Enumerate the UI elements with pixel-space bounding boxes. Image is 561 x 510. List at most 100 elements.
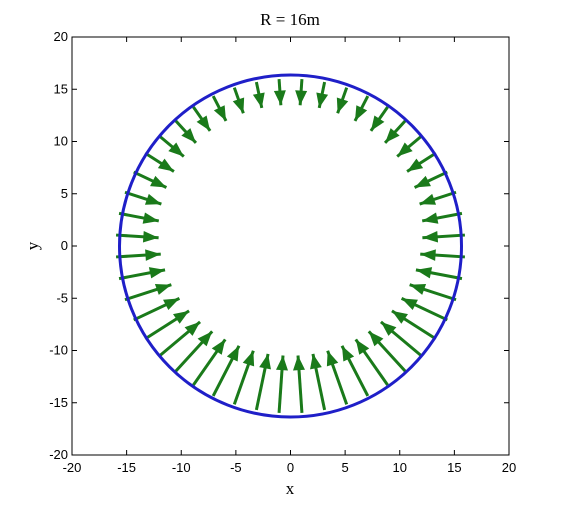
quiver-arrow-36	[293, 355, 306, 413]
quiver-arrow-46	[415, 267, 463, 281]
x-tick-label-1: -15	[117, 460, 136, 475]
quiver-arrow-1	[421, 211, 463, 224]
quiver-arrow-head-3	[414, 175, 431, 188]
quiver-arrow-34	[254, 353, 271, 411]
x-tick-label-4: 0	[287, 460, 294, 475]
quiver-arrow-head-27	[163, 298, 180, 311]
x-axis-ticks	[71, 37, 510, 455]
quiver-arrow-45	[409, 283, 457, 302]
quiver-arrow-47	[420, 249, 466, 261]
quiver-arrow-20	[133, 170, 168, 189]
quiver-arrow-32	[211, 345, 241, 397]
quiver-arrow-38	[326, 350, 349, 405]
quiver-arrow-head-0	[422, 231, 439, 243]
y-axis-ticks	[72, 36, 509, 456]
quiver-arrow-head-38	[326, 350, 339, 367]
quiver-arrow-head-15	[213, 105, 227, 121]
quiver-arrow-head-5	[397, 142, 413, 157]
y-axis-label: y	[23, 241, 42, 250]
y-tick-label-5: 5	[61, 186, 68, 201]
quiver-arrow-head-43	[391, 310, 408, 324]
quiver-arrow-16	[192, 106, 212, 132]
x-tick-label-2: -10	[172, 460, 191, 475]
quiver-arrow-2	[419, 190, 457, 206]
x-tick-labels: -20 -15 -10 -5 0 5 10 15 20	[63, 460, 517, 475]
quiver-arrow-21	[124, 190, 162, 206]
quiver-arrow-head-23	[142, 231, 159, 243]
quiver-arrow-43	[391, 309, 437, 341]
y-tick-label-2: -10	[49, 343, 68, 358]
quiver-arrow-head-47	[420, 249, 436, 261]
quiver-arrow-39	[340, 345, 370, 397]
quiver-arrow-15	[211, 95, 228, 122]
x-tick-label-0: -20	[63, 460, 82, 475]
quiver-arrow-28	[144, 309, 190, 341]
quiver-arrow-head-10	[316, 92, 329, 108]
quiver-arrow-8	[353, 95, 370, 122]
quiver-arrow-head-8	[354, 105, 368, 121]
quiver-arrow-head-29	[184, 321, 201, 336]
quiver-arrow-14	[232, 87, 245, 114]
quiver-arrow-27	[133, 297, 181, 322]
quiver-arrow-head-37	[310, 353, 322, 370]
quiver-arrow-head-45	[409, 283, 427, 295]
quiver-arrow-42	[379, 320, 423, 358]
quiver-arrow-head-9	[336, 97, 349, 114]
y-tick-label-4: 0	[61, 238, 68, 253]
quiver-arrow-41	[367, 330, 407, 373]
y-tick-label-1: -15	[49, 395, 68, 410]
quiver-arrow-13	[252, 81, 265, 109]
quiver-arrow-4	[406, 151, 437, 173]
quiver-arrow-29	[158, 320, 202, 358]
quiver-arrow-head-39	[341, 345, 355, 362]
quiver-arrow-head-1	[422, 212, 439, 224]
quiver-arrow-30	[174, 330, 214, 373]
quiver-arrow-22	[118, 211, 160, 224]
quiver-arrow-head-36	[293, 355, 306, 371]
quiver-arrow-head-46	[415, 267, 433, 279]
quiver-arrow-31	[192, 338, 227, 386]
x-axis-label: x	[286, 479, 295, 498]
quiver-arrow-head-25	[148, 267, 166, 279]
quiver-arrow-head-34	[259, 353, 271, 370]
quiver-arrow-head-33	[242, 350, 255, 367]
circle-boundary	[118, 73, 463, 419]
quiver-arrow-head-41	[368, 331, 384, 347]
quiver-arrow-head-7	[370, 115, 385, 131]
quiver-arrow-head-12	[273, 90, 286, 106]
quiver-arrow-26	[124, 283, 172, 302]
quiver-arrow-head-19	[157, 158, 174, 172]
quiver-arrow-head-11	[295, 90, 308, 106]
quiver-arrow-head-35	[275, 355, 288, 371]
y-tick-label-0: -20	[49, 447, 68, 462]
quiver-arrow-head-16	[196, 115, 211, 131]
quiver-arrow-head-2	[419, 193, 437, 205]
quiver-arrow-33	[232, 350, 255, 405]
quiver-arrow-head-4	[407, 158, 424, 172]
y-tick-labels: -20 -15 -10 -5 0 5 10 15 20	[49, 29, 68, 462]
plot-frame	[71, 36, 510, 456]
quiver-arrow-head-18	[168, 142, 184, 157]
quiver-arrow-35	[275, 355, 288, 413]
quiver-arrow-head-30	[197, 331, 213, 347]
quiver-arrow-23	[115, 231, 159, 243]
quiver-arrow-head-6	[385, 128, 400, 143]
y-tick-label-3: -5	[56, 290, 68, 305]
x-tick-label-5: 5	[342, 460, 349, 475]
quiver-arrow-40	[354, 338, 389, 386]
quiver-arrow-6	[383, 119, 407, 144]
y-tick-label-7: 15	[54, 81, 68, 96]
quiver-arrow-9	[336, 87, 349, 114]
quiver-arrows	[115, 79, 466, 413]
quiver-arrow-11	[295, 79, 308, 106]
quiver-arrow-head-20	[150, 175, 167, 188]
quiver-arrow-5	[396, 134, 423, 158]
x-tick-label-8: 20	[502, 460, 516, 475]
quiver-arrow-head-44	[401, 298, 418, 311]
y-tick-label-6: 10	[54, 134, 68, 149]
quiver-arrow-head-28	[173, 310, 190, 324]
quiver-arrow-3	[413, 170, 448, 189]
quiver-arrow-25	[118, 267, 166, 281]
quiver-arrow-7	[369, 106, 389, 132]
